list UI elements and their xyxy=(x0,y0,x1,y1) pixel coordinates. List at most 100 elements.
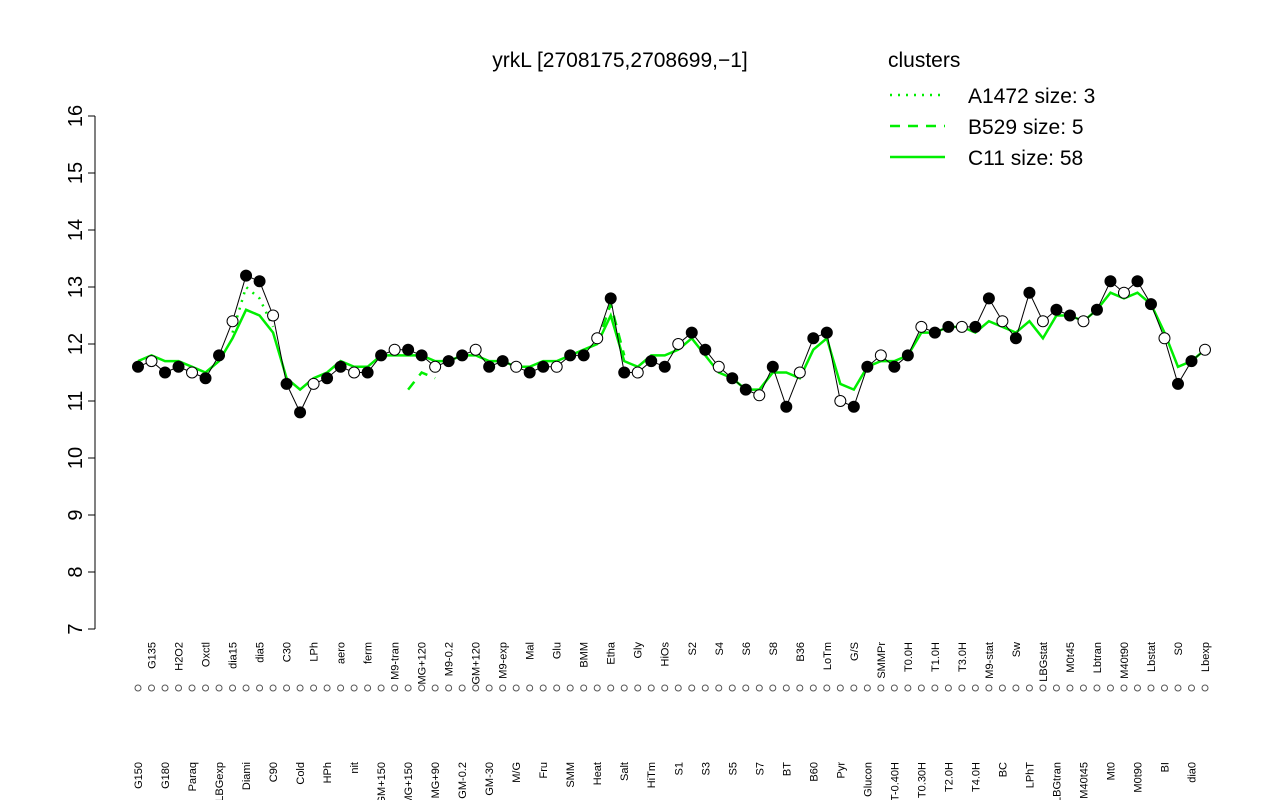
x-tick-label: M40t45 xyxy=(1078,762,1090,799)
data-point xyxy=(928,326,941,339)
x-tick-label: LBGstat xyxy=(1038,642,1050,682)
x-tick-label: MG+150 xyxy=(403,762,415,800)
data-line xyxy=(137,274,1206,414)
y-tick-label: 9 xyxy=(65,509,87,520)
data-point xyxy=(726,372,739,385)
x-tick xyxy=(1012,684,1020,692)
x-tick xyxy=(418,684,426,692)
data-point xyxy=(1185,355,1198,368)
x-tick xyxy=(823,684,831,692)
data-point xyxy=(834,395,847,407)
data-point xyxy=(861,360,874,373)
x-tick xyxy=(458,684,466,692)
x-tick-label: Fru xyxy=(538,762,550,779)
x-tick-label: M0t90 xyxy=(1132,762,1144,793)
x-tick xyxy=(215,684,223,692)
x-tick-label: HiTm xyxy=(646,762,658,788)
chart-title: yrkL [2708175,2708699,−1] xyxy=(492,49,748,72)
x-tick-label: S5 xyxy=(727,762,739,775)
x-tick-label: Glu xyxy=(552,642,564,659)
data-point xyxy=(658,360,671,373)
x-tick xyxy=(755,684,763,692)
x-tick-label: G180 xyxy=(160,762,172,789)
data-point xyxy=(712,360,725,373)
x-tick xyxy=(323,684,331,692)
data-point xyxy=(1090,303,1103,316)
data-point xyxy=(1063,309,1076,322)
legend-label: C11 size: 58 xyxy=(968,147,1083,170)
data-point xyxy=(307,377,320,390)
x-tick xyxy=(364,684,372,692)
data-point xyxy=(888,360,901,373)
data-point xyxy=(280,377,293,390)
x-tick xyxy=(796,684,804,692)
data-point xyxy=(1199,343,1211,356)
data-point xyxy=(604,292,617,305)
data-point xyxy=(820,326,833,339)
x-tick-label: HiOs xyxy=(660,642,672,667)
x-tick xyxy=(1052,684,1060,692)
data-point xyxy=(1171,377,1184,390)
x-tick-label: T-0.40H xyxy=(889,762,901,800)
data-point xyxy=(267,309,280,322)
x-tick-label: BMM xyxy=(579,642,591,668)
x-tick-label: Paraq xyxy=(187,762,199,791)
x-tick-label: G/S xyxy=(849,642,861,661)
x-tick xyxy=(701,684,709,692)
data-point xyxy=(753,389,766,402)
x-tick-label: dia0 xyxy=(1186,762,1198,783)
x-tick-label: Lbtran xyxy=(1092,642,1104,673)
data-point xyxy=(483,360,496,373)
x-tick-label: Diami xyxy=(241,762,253,790)
data-point xyxy=(537,360,550,373)
x-tick-label: S0 xyxy=(1173,642,1185,655)
x-tick xyxy=(931,684,939,692)
data-point xyxy=(1050,303,1063,316)
cluster-line xyxy=(137,291,1206,392)
x-tick-label: M9-exp xyxy=(498,642,510,679)
x-tick xyxy=(350,684,358,692)
data-point xyxy=(388,343,401,356)
data-point xyxy=(901,349,914,362)
x-tick xyxy=(661,684,669,692)
data-point xyxy=(955,320,968,333)
x-tick xyxy=(958,684,966,692)
x-tick-label: GM+120 xyxy=(471,642,483,685)
x-tick-label: SMMPr xyxy=(876,642,888,679)
x-tick-label: M9-stat xyxy=(984,642,996,679)
x-tick xyxy=(404,684,412,692)
x-tick-label: Gly xyxy=(633,642,645,659)
x-tick-label: dia5 xyxy=(255,642,267,663)
data-point xyxy=(793,366,806,379)
x-tick xyxy=(391,684,399,692)
data-point xyxy=(645,355,658,368)
x-tick xyxy=(593,684,601,692)
x-tick xyxy=(1093,684,1101,692)
x-tick xyxy=(1079,684,1087,692)
x-tick xyxy=(1160,684,1168,692)
legend-label: B529 size: 5 xyxy=(968,116,1084,139)
data-point xyxy=(847,400,860,413)
x-tick-label: nit xyxy=(349,762,361,774)
x-tick-label: T2.0H xyxy=(943,762,955,792)
x-tick-label: GM+150 xyxy=(376,762,388,800)
data-point xyxy=(375,349,388,362)
x-tick-label: M9-tran xyxy=(390,642,402,680)
x-tick xyxy=(175,684,183,692)
x-tick xyxy=(134,684,142,692)
x-tick xyxy=(229,684,237,692)
x-tick-label: LBGexp xyxy=(214,762,226,800)
data-point xyxy=(442,355,455,368)
x-tick xyxy=(728,684,736,692)
data-point xyxy=(780,400,793,413)
x-tick-label: T3.0H xyxy=(957,642,969,672)
data-point xyxy=(213,349,226,362)
x-tick-label: BT xyxy=(781,762,793,776)
x-tick xyxy=(431,684,439,692)
x-tick xyxy=(742,684,750,692)
x-tick-label: C30 xyxy=(282,642,294,662)
x-tick-label: S1 xyxy=(673,762,685,775)
y-tick-label: 8 xyxy=(65,566,87,577)
data-point xyxy=(969,320,982,333)
x-tick-label: M40t90 xyxy=(1119,642,1131,679)
